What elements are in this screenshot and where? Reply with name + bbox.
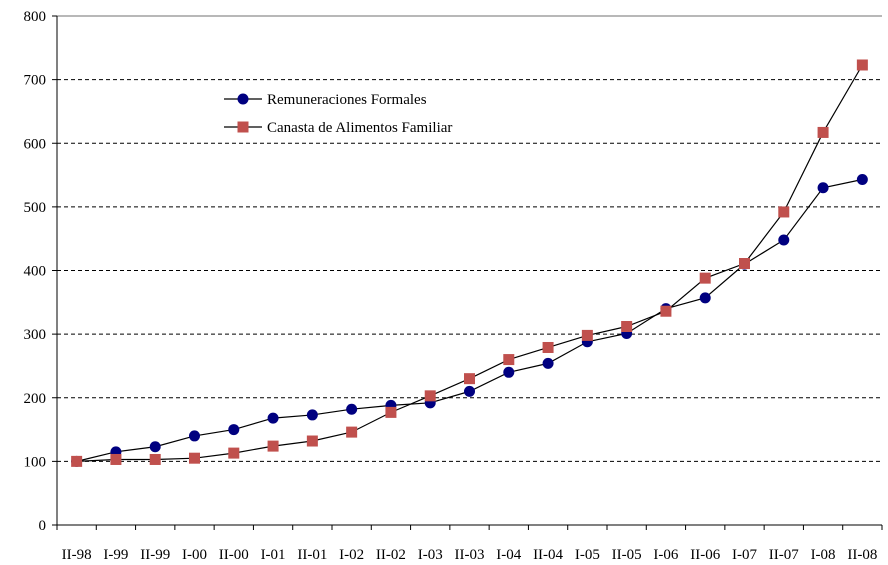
data-point-square — [464, 373, 475, 385]
legend: Remuneraciones Formales Canasta de Alime… — [224, 92, 452, 136]
legend-label-canasta: Canasta de Alimentos Familiar — [267, 120, 452, 136]
series-line — [76, 178, 863, 462]
gridlines — [57, 15, 882, 462]
data-point-square — [542, 341, 554, 353]
y-tick-label: 100 — [24, 454, 47, 470]
data-point-square — [424, 390, 436, 402]
legend-marker-remuneraciones — [237, 93, 249, 105]
data-point-square — [817, 126, 829, 138]
y-tick-label: 400 — [24, 264, 47, 280]
legend-item-canasta: Canasta de Alimentos Familiar — [224, 120, 452, 136]
data-point-square — [189, 452, 200, 464]
data-point-square — [621, 320, 633, 332]
y-tick-label: 800 — [24, 9, 47, 25]
y-tick-label: 500 — [24, 200, 47, 216]
x-tick-label: I-03 — [418, 547, 443, 563]
x-tick-label: I-04 — [496, 547, 521, 563]
x-tick-label: I-06 — [653, 547, 678, 563]
x-tick-label: II-05 — [612, 547, 642, 563]
data-point-circle — [464, 385, 475, 397]
data-point-square — [267, 440, 279, 452]
y-tick-label: 200 — [24, 391, 47, 407]
data-point-square — [346, 426, 358, 438]
x-tick-label: II-00 — [219, 547, 249, 563]
data-point-circle — [189, 430, 200, 442]
x-tick-label: II-06 — [690, 547, 720, 563]
data-point-square — [581, 329, 593, 341]
data-point-square — [778, 206, 790, 218]
x-tick-label: I-99 — [103, 547, 128, 563]
data-point-square — [306, 435, 318, 447]
data-point-square — [856, 59, 868, 71]
x-tick-label: I-07 — [732, 547, 757, 563]
x-axis-ticks: II-98 I-99 II-99 I-00 II-00 I-01 II-01 I-02 II-0… — [56, 525, 883, 563]
data-point-square — [228, 447, 240, 459]
data-point-square — [385, 406, 397, 418]
y-tick-label: 0 — [39, 518, 47, 534]
data-point-circle — [346, 403, 358, 415]
y-axis-ticks: 0 100 200 300 400 500 600 700 800 — [24, 9, 57, 534]
x-tick-label: I-01 — [261, 547, 286, 563]
legend-marker-canasta — [237, 121, 249, 133]
x-tick-label: II-04 — [533, 547, 563, 563]
x-tick-label: II-01 — [297, 547, 327, 563]
y-tick-label: 700 — [24, 73, 47, 89]
data-point-circle — [267, 412, 279, 424]
y-tick-label: 600 — [24, 136, 47, 152]
data-point-circle — [149, 441, 161, 453]
data-point-circle — [542, 357, 554, 369]
data-point-square — [660, 305, 672, 317]
x-tick-label: II-03 — [455, 547, 485, 563]
data-point-circle — [856, 174, 868, 186]
legend-label-remuneraciones: Remuneraciones Formales — [267, 92, 427, 108]
legend-item-remuneraciones: Remuneraciones Formales — [224, 92, 427, 108]
x-tick-label: I-02 — [339, 547, 364, 563]
x-tick-label: II-02 — [376, 547, 406, 563]
x-tick-label: I-08 — [811, 547, 836, 563]
y-tick-label: 300 — [24, 327, 47, 343]
data-point-circle — [778, 234, 790, 246]
data-point-square — [739, 258, 750, 270]
x-tick-label: II-99 — [140, 547, 170, 563]
x-tick-label: I-05 — [575, 547, 600, 563]
x-tick-label: II-08 — [847, 547, 877, 563]
x-tick-label: I-00 — [182, 547, 207, 563]
data-point-circle — [699, 292, 711, 304]
data-point-square — [149, 453, 161, 465]
data-point-circle — [228, 424, 240, 436]
series-0 — [71, 174, 868, 467]
data-point-circle — [306, 409, 318, 421]
x-tick-label: II-07 — [769, 547, 799, 563]
data-point-circle — [503, 366, 515, 378]
data-point-circle — [817, 182, 829, 194]
series-1 — [71, 59, 868, 467]
data-point-square — [110, 453, 122, 465]
data-point-square — [71, 455, 83, 467]
x-tick-label: II-98 — [62, 547, 92, 563]
data-point-square — [699, 272, 711, 284]
series-group — [71, 59, 868, 467]
data-point-square — [503, 354, 515, 366]
